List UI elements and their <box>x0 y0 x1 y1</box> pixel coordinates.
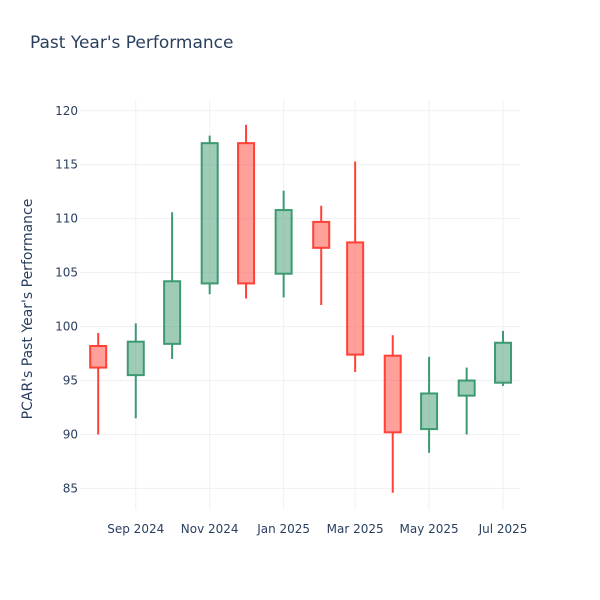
candle-body <box>200 142 219 285</box>
candle-body <box>89 345 108 369</box>
candle-body <box>274 209 293 275</box>
y-tick-label: 110 <box>55 212 78 226</box>
candle-decreasing[interactable] <box>383 335 402 493</box>
candle-body <box>237 142 256 285</box>
candle-body <box>346 241 365 356</box>
y-axis-ticks: 85 90 95 100 105 110 115 120 <box>55 104 78 496</box>
y-tick-label: 85 <box>63 481 78 495</box>
candle-increasing[interactable] <box>457 367 476 435</box>
y-tick-label: 105 <box>55 266 78 280</box>
chart-title: Past Year's Performance <box>30 33 234 53</box>
candle-body <box>494 341 513 384</box>
candle-body <box>126 340 145 377</box>
candle-increasing[interactable] <box>163 212 182 359</box>
candle-body <box>420 392 439 431</box>
candle-decreasing[interactable] <box>89 333 108 435</box>
y-tick-label: 120 <box>55 104 78 118</box>
x-tick-label: Sep 2024 <box>107 522 164 536</box>
candle-body <box>163 280 182 345</box>
candle-body <box>383 354 402 434</box>
candle-decreasing[interactable] <box>237 124 256 299</box>
candle-increasing[interactable] <box>126 323 145 419</box>
grid-layer <box>80 100 520 510</box>
x-tick-label: Nov 2024 <box>181 522 239 536</box>
y-tick-label: 100 <box>55 320 78 334</box>
candle-increasing[interactable] <box>200 135 219 295</box>
candle-layer <box>89 124 513 493</box>
candle-decreasing[interactable] <box>346 161 365 372</box>
candle-decreasing[interactable] <box>312 205 331 305</box>
y-tick-label: 95 <box>63 374 78 388</box>
y-tick-label: 115 <box>55 158 78 172</box>
x-tick-label: Jan 2025 <box>256 522 310 536</box>
candle-body <box>457 379 476 397</box>
y-tick-label: 90 <box>63 427 78 441</box>
candle-increasing[interactable] <box>494 330 513 386</box>
candle-increasing[interactable] <box>420 356 439 453</box>
x-axis-ticks: Sep 2024 Nov 2024 Jan 2025 Mar 2025 May 2025… <box>107 522 527 536</box>
candle-body <box>312 220 331 249</box>
candle-increasing[interactable] <box>274 190 293 298</box>
x-tick-label: Mar 2025 <box>327 522 384 536</box>
x-tick-label: Jul 2025 <box>478 522 528 536</box>
x-tick-label: May 2025 <box>400 522 459 536</box>
y-axis-title: PCAR's Past Year's Performance <box>20 199 36 420</box>
